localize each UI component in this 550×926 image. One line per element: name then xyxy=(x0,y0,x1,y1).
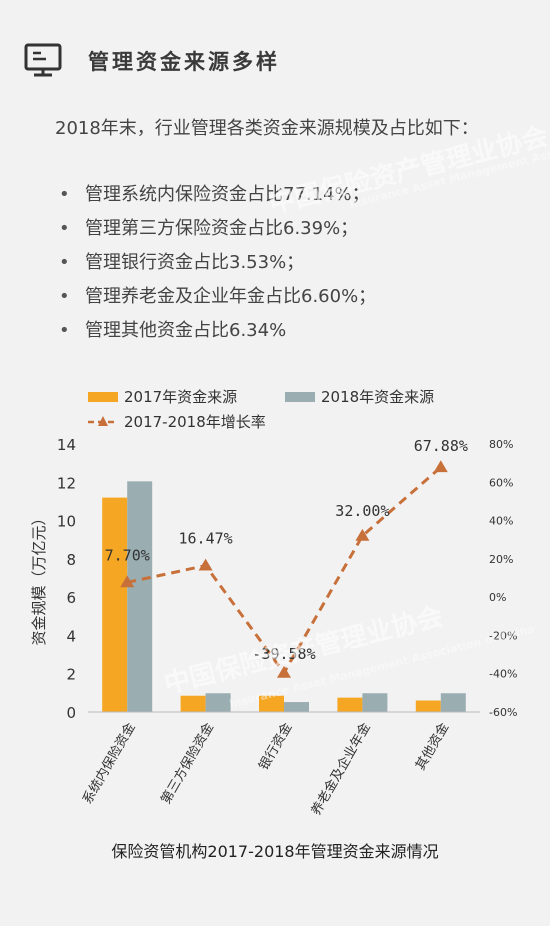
growth-point xyxy=(120,575,135,588)
data-label: 7.70% xyxy=(105,546,150,564)
y-tick-label: 8 xyxy=(66,551,76,569)
y-tick-label: 10 xyxy=(57,513,76,531)
y-tick-label: 4 xyxy=(66,627,76,645)
bar xyxy=(415,700,441,712)
y2-tick-label: 80% xyxy=(489,438,513,451)
monitor-icon xyxy=(24,43,62,77)
bullet-item: 管理系统内保险资金占比77.14%； xyxy=(55,178,525,212)
funding-source-chart: 0 2 4 6 8 10 12 14 -60% -40% -20% 0% 20% 40% 60% 80% 资金规… xyxy=(30,388,517,818)
chart-caption: 保险资管机构2017-2018年管理资金来源情况 xyxy=(111,842,439,861)
y2-tick-label: -40% xyxy=(489,668,517,681)
legend-label: 2018年资金来源 xyxy=(321,388,434,406)
page-title: 管理资金来源多样 xyxy=(88,50,280,74)
growth-point xyxy=(433,460,448,473)
legend-swatch xyxy=(88,392,118,402)
growth-line xyxy=(126,466,442,676)
data-label: 16.47% xyxy=(179,530,233,548)
bullet-item: 管理银行资金占比3.53%； xyxy=(55,246,525,280)
y2-tick-label: 60% xyxy=(489,476,513,489)
bullet-item: 管理养老金及企业年金占比6.60%； xyxy=(55,280,525,314)
y-axis-label: 资金规模（万亿元） xyxy=(30,510,48,645)
bullet-list: 管理系统内保险资金占比77.14%； 管理第三方保险资金占比6.39%； 管理银… xyxy=(55,178,525,348)
bar xyxy=(440,693,466,712)
y-tick-label: 2 xyxy=(66,666,76,684)
y2-tick-label: -60% xyxy=(489,706,517,719)
legend-swatch xyxy=(285,392,315,402)
x-tick-label: 养老金及企业年金 xyxy=(308,720,374,818)
legend-label: 2017年资金来源 xyxy=(124,388,237,406)
data-label: -39.58% xyxy=(252,645,315,663)
data-label: 67.88% xyxy=(414,437,468,455)
bar xyxy=(284,702,309,712)
legend-marker xyxy=(98,416,108,426)
intro-text: 2018年末，行业管理各类资金来源规模及占比如下： xyxy=(55,118,479,139)
x-tick-label: 其他资金 xyxy=(412,720,452,773)
growth-point xyxy=(277,665,291,678)
bar xyxy=(337,697,363,712)
x-tick-label: 银行资金 xyxy=(256,720,296,773)
x-tick-label: 第三方保险资金 xyxy=(158,720,217,807)
y2-tick-label: -20% xyxy=(489,629,517,642)
y2-tick-label: 0% xyxy=(489,591,506,604)
bar xyxy=(205,693,231,712)
data-label: 32.00% xyxy=(335,502,389,520)
y2-tick-label: 40% xyxy=(489,515,513,528)
x-tick-label: 系统内保险资金 xyxy=(79,720,138,807)
bar xyxy=(127,481,153,712)
bullet-item: 管理其他资金占比6.34% xyxy=(55,314,525,348)
bar xyxy=(259,695,284,712)
y2-tick-label: 20% xyxy=(489,553,513,566)
bar xyxy=(102,497,128,712)
bar xyxy=(362,693,388,712)
y-tick-label: 6 xyxy=(66,589,76,607)
bullet-item: 管理第三方保险资金占比6.39%； xyxy=(55,212,525,246)
y-tick-label: 12 xyxy=(57,474,76,492)
legend-label: 2017-2018年增长率 xyxy=(124,413,266,431)
y-tick-label: 0 xyxy=(66,704,76,722)
growth-point xyxy=(198,558,213,571)
header: 管理资金来源多样 xyxy=(0,0,550,100)
bar xyxy=(180,695,206,712)
y-tick-label: 14 xyxy=(57,436,76,454)
growth-point xyxy=(355,528,370,541)
